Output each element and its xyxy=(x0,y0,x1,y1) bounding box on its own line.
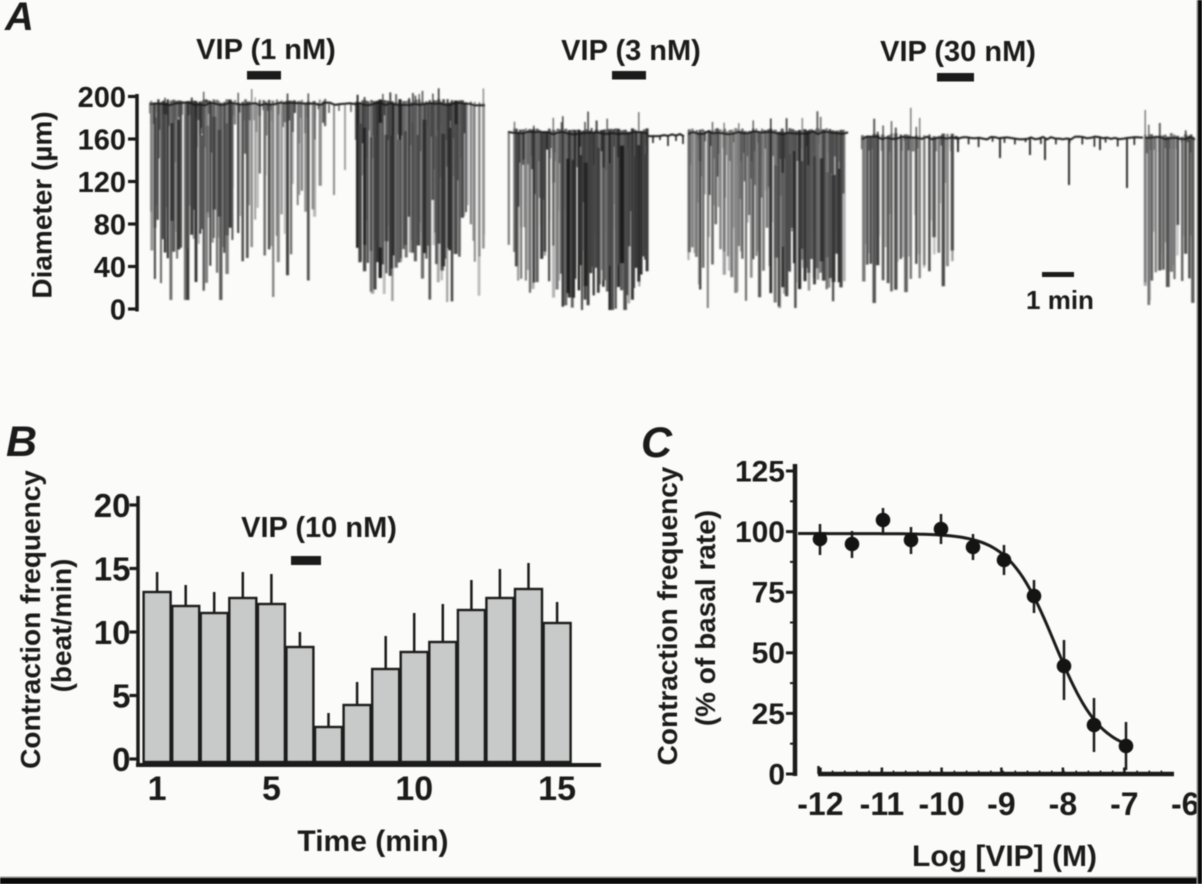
svg-text:B: B xyxy=(6,418,37,466)
svg-text:-10: -10 xyxy=(918,786,964,822)
svg-text:15: 15 xyxy=(538,770,576,808)
svg-text:0: 0 xyxy=(112,741,130,778)
svg-text:C: C xyxy=(641,419,673,467)
svg-text:Contraction frequency: Contraction frequency xyxy=(652,466,683,765)
svg-text:-12: -12 xyxy=(797,786,843,822)
svg-text:160: 160 xyxy=(78,124,126,156)
svg-text:-9: -9 xyxy=(987,786,1015,822)
svg-text:20: 20 xyxy=(94,487,131,524)
svg-text:(beat/min): (beat/min) xyxy=(46,559,77,693)
svg-text:10: 10 xyxy=(94,614,131,651)
svg-text:25: 25 xyxy=(752,698,785,731)
svg-text:Time (min): Time (min) xyxy=(297,825,448,858)
svg-text:1: 1 xyxy=(148,770,167,808)
svg-text:0: 0 xyxy=(110,294,126,326)
svg-text:(% of basal rate): (% of basal rate) xyxy=(690,510,721,726)
svg-text:Log [VIP] (M): Log [VIP] (M) xyxy=(912,840,1097,873)
svg-text:-7: -7 xyxy=(1110,786,1138,822)
svg-text:5: 5 xyxy=(262,770,281,808)
svg-text:125: 125 xyxy=(735,455,785,488)
svg-text:75: 75 xyxy=(752,577,785,610)
svg-text:VIP (30 nM): VIP (30 nM) xyxy=(880,36,1036,68)
svg-text:120: 120 xyxy=(78,167,126,199)
svg-text:-6: -6 xyxy=(1171,786,1199,822)
svg-text:1 min: 1 min xyxy=(1026,285,1094,315)
svg-text:VIP (3 nM): VIP (3 nM) xyxy=(561,35,701,67)
svg-text:80: 80 xyxy=(94,209,126,241)
svg-text:-8: -8 xyxy=(1049,786,1077,822)
svg-text:-11: -11 xyxy=(860,786,904,822)
svg-text:15: 15 xyxy=(94,550,131,587)
svg-text:100: 100 xyxy=(735,516,785,549)
svg-text:200: 200 xyxy=(78,82,126,114)
svg-text:VIP (10 nM): VIP (10 nM) xyxy=(241,512,397,544)
svg-text:Diameter (µm): Diameter (µm) xyxy=(27,111,58,298)
svg-text:VIP (1 nM): VIP (1 nM) xyxy=(196,34,336,66)
svg-text:Contraction frequency: Contraction frequency xyxy=(15,470,46,769)
svg-text:0: 0 xyxy=(768,758,785,791)
svg-text:A: A xyxy=(4,0,34,39)
svg-text:5: 5 xyxy=(112,677,130,714)
svg-text:10: 10 xyxy=(395,770,433,808)
svg-text:50: 50 xyxy=(752,637,785,670)
svg-text:40: 40 xyxy=(94,252,126,284)
